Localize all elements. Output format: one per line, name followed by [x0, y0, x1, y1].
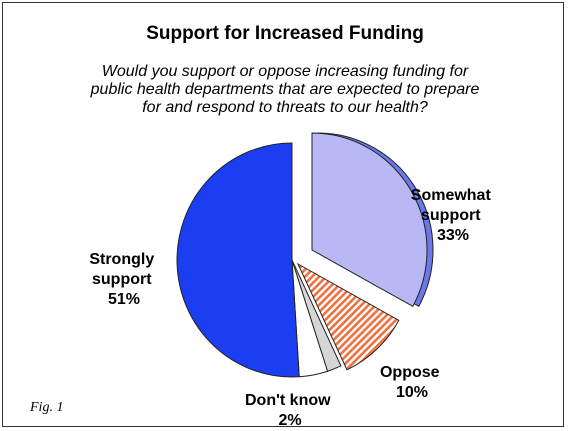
pie-group	[176, 132, 434, 378]
label-somewhat-line-1: Somewhat	[411, 187, 492, 204]
label-dont-know-line-1: Don't know	[245, 392, 331, 409]
label-dont-know-value: 2%	[278, 412, 301, 429]
label-dont-know: Don't know 2%	[245, 392, 335, 429]
label-somewhat-line-2: support	[421, 207, 481, 224]
label-somewhat-value: 33%	[437, 227, 469, 244]
label-oppose: Oppose 10%	[380, 364, 444, 401]
figure-label: Fig. 1	[30, 400, 64, 415]
label-strongly-line-2: support	[92, 271, 152, 288]
subtitle-line-2: public health departments that are expec…	[90, 81, 480, 98]
label-strongly-line-1: Strongly	[89, 251, 154, 268]
slice-somewhat-support	[311, 132, 428, 308]
subtitle-line-1: Would you support or oppose increasing f…	[101, 63, 469, 80]
slice-strongly-support	[176, 142, 300, 378]
label-somewhat-support: Somewhat support 33%	[411, 187, 495, 244]
label-oppose-line-1: Oppose	[380, 364, 440, 381]
label-strongly-support: Strongly support 51%	[89, 251, 158, 308]
chart-subtitle: Would you support or oppose increasing f…	[0, 63, 570, 117]
chart-title: Support for Increased Funding	[146, 23, 424, 44]
subtitle-line-3: for and respond to threats to our health…	[142, 99, 428, 116]
label-oppose-value: 10%	[396, 384, 428, 401]
slice-oppose	[296, 262, 400, 371]
label-strongly-value: 51%	[108, 291, 140, 308]
